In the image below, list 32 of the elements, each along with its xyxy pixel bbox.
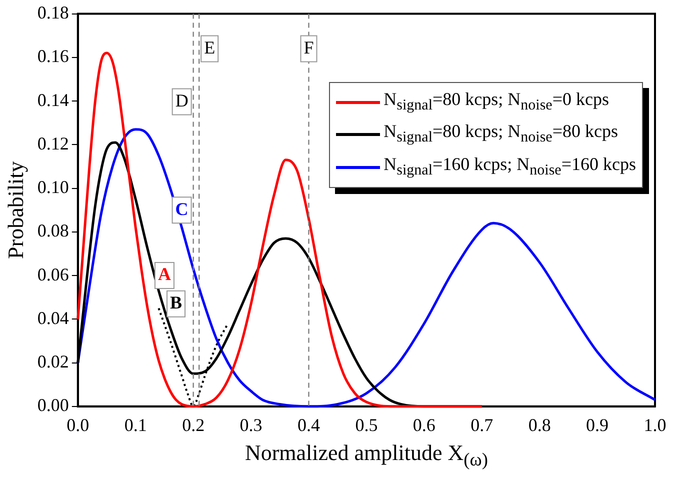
x-tick-label: 0.4	[297, 414, 320, 435]
y-tick-label: 0.10	[37, 177, 69, 198]
y-tick-label: 0.18	[37, 2, 69, 23]
ref-line-label: E	[204, 38, 216, 58]
x-axis-title: Normalized amplitude X$_{(ω)}$	[244, 440, 489, 470]
y-tick-label: 0.08	[37, 220, 69, 241]
x-tick-label: 0.7	[470, 414, 494, 435]
legend-label: N$_{signal}$=80 kcps; N$_{noise}$=0 kcps	[384, 88, 609, 116]
y-tick-label: 0.02	[37, 352, 69, 372]
annotation: A	[158, 264, 171, 284]
x-tick-label: 0.3	[240, 414, 262, 435]
y-tick-label: 0.14	[37, 90, 69, 110]
y-axis-title: Probability	[2, 161, 28, 259]
annotation: C	[175, 198, 188, 219]
x-tick-label: 1.0	[644, 414, 666, 435]
y-tick-label: 0.16	[37, 46, 69, 66]
ref-line-label: D	[175, 90, 188, 111]
legend-label: N$_{signal}$=80 kcps; N$_{noise}$=80 kcps	[384, 120, 618, 148]
x-tick-label: 0.1	[124, 414, 147, 435]
y-tick-label: 0.04	[37, 308, 69, 328]
x-tick-label: 0.2	[182, 414, 205, 435]
x-tick-label: 0.0	[66, 414, 90, 435]
legend-label: N$_{signal}$=160 kcps; N$_{noise}$=160 kcps	[384, 152, 636, 181]
x-tick-label: 0.8	[528, 414, 551, 435]
y-tick-label: 0.12	[37, 133, 69, 154]
y-tick-label: 0.00	[37, 395, 69, 416]
ref-line-label: F	[304, 38, 314, 58]
y-tick-label: 0.06	[37, 264, 69, 284]
x-tick-label: 0.5	[355, 414, 378, 435]
x-tick-label: 0.6	[412, 414, 436, 435]
x-tick-label: 0.9	[586, 414, 609, 435]
annotation: B	[170, 292, 182, 313]
